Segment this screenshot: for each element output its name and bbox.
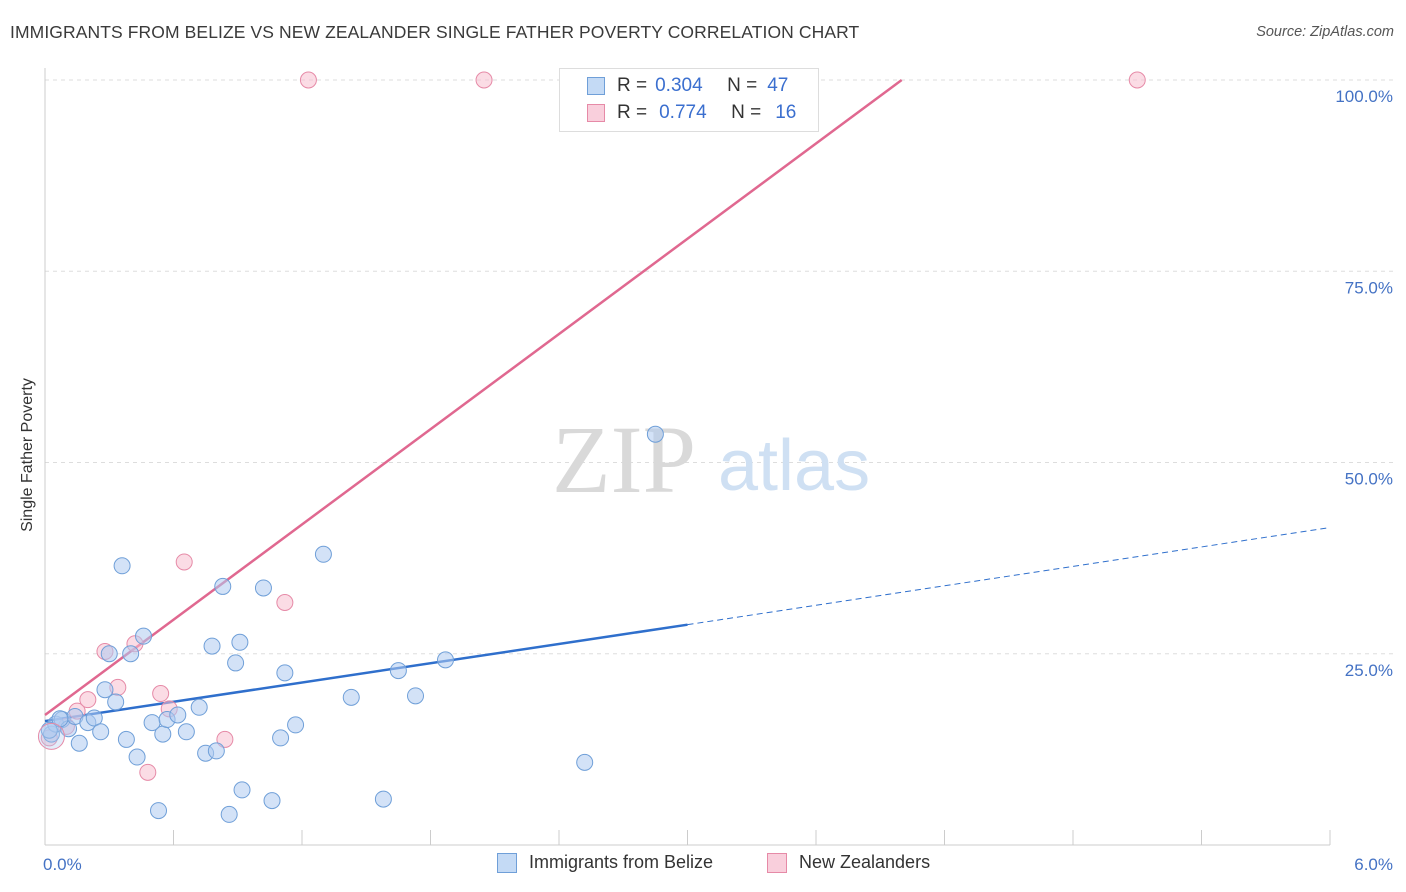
chart-title: IMMIGRANTS FROM BELIZE VS NEW ZEALANDER … — [10, 22, 860, 42]
point-belize — [374, 790, 392, 808]
series-label-belize: Immigrants from Belize — [529, 852, 714, 872]
trend-line-belize-extension — [687, 527, 1331, 626]
legend-row-belize: R = 0.304 N = 47 — [560, 73, 788, 99]
point-belize — [220, 805, 238, 823]
point-belize — [342, 688, 360, 706]
y-tick-label: 100.0% — [1335, 87, 1393, 106]
legend-n-label: N = — [727, 75, 758, 96]
series-swatch-belize — [497, 852, 517, 873]
point-belize — [117, 730, 135, 748]
legend-n-value: 16 — [775, 102, 797, 123]
legend-swatch-nz — [587, 104, 605, 122]
point-belize — [436, 651, 454, 669]
watermark-zip: ZIP — [552, 406, 696, 513]
legend-r-value: 0.304 — [655, 75, 703, 96]
point-belize — [70, 734, 88, 752]
data-points — [37, 71, 1146, 823]
point-belize — [576, 753, 594, 771]
point-belize — [407, 687, 425, 705]
point-belize — [276, 664, 294, 682]
point-belize — [263, 792, 281, 810]
point-belize — [96, 681, 114, 699]
point-belize — [190, 698, 208, 716]
legend-swatch-belize — [587, 77, 605, 95]
series-legend-nz: New Zealanders — [767, 852, 930, 873]
point-belize — [40, 721, 58, 739]
point-belize — [85, 709, 103, 727]
trend-line-belize — [44, 623, 688, 723]
point-nz — [152, 685, 170, 703]
x-tick-label: 6.0% — [1354, 855, 1393, 874]
point-nz — [139, 763, 157, 781]
y-tick-label: 75.0% — [1345, 278, 1393, 297]
point-belize — [113, 557, 131, 575]
y-tick-label: 50.0% — [1345, 470, 1393, 489]
x-tick-label: 0.0% — [43, 855, 82, 874]
point-belize — [254, 579, 272, 597]
point-belize — [128, 748, 146, 766]
point-nz — [276, 593, 294, 611]
trend-lines — [44, 78, 1331, 723]
point-nz — [299, 71, 317, 89]
point-cluster — [37, 722, 65, 750]
legend-n-label: N = — [731, 102, 762, 123]
point-belize — [203, 637, 221, 655]
legend-r-value: 0.774 — [659, 102, 707, 123]
point-belize — [135, 627, 153, 645]
point-nz — [1128, 71, 1146, 89]
series-swatch-nz — [767, 852, 787, 873]
point-nz — [175, 553, 193, 571]
point-belize — [150, 802, 168, 820]
point-nz — [79, 691, 97, 709]
point-belize — [207, 742, 225, 760]
point-belize — [214, 577, 232, 595]
watermark-atlas: atlas — [718, 426, 870, 506]
series-legend: Immigrants from Belize New Zealanders — [0, 852, 1406, 876]
point-belize — [314, 545, 332, 563]
point-belize — [122, 645, 140, 663]
tick-labels: 25.0% 50.0% 75.0% 100.0% 0.0% 6.0% — [43, 87, 1393, 874]
point-nz — [475, 71, 493, 89]
point-belize — [92, 723, 110, 741]
point-belize — [177, 723, 195, 741]
axes — [44, 68, 1331, 846]
legend-r-label: R = — [617, 102, 648, 123]
point-belize — [389, 662, 407, 680]
y-tick-label: 25.0% — [1345, 661, 1393, 680]
point-belize — [154, 725, 172, 743]
series-label-nz: New Zealanders — [799, 852, 931, 872]
legend-row-nz: R = 0.774 N = 16 — [560, 100, 796, 126]
point-nz — [216, 730, 234, 748]
point-belize — [233, 781, 251, 799]
grid-lines — [45, 79, 1395, 655]
point-belize — [107, 693, 125, 711]
point-belize — [227, 654, 245, 672]
stats-legend: R = 0.304 N = 47 R = 0.774 N = 16 — [559, 68, 819, 132]
point-belize — [272, 729, 290, 747]
point-belize — [287, 716, 305, 734]
source-label: Source: ZipAtlas.com — [1256, 24, 1394, 40]
legend-n-value: 47 — [767, 75, 789, 96]
trend-line-nz — [44, 78, 903, 716]
legend-r-label: R = — [617, 75, 648, 96]
point-belize — [231, 633, 249, 651]
point-belize — [646, 425, 664, 443]
point-belize — [100, 645, 118, 663]
point-belize — [169, 706, 187, 724]
series-legend-belize: Immigrants from Belize — [497, 852, 713, 873]
